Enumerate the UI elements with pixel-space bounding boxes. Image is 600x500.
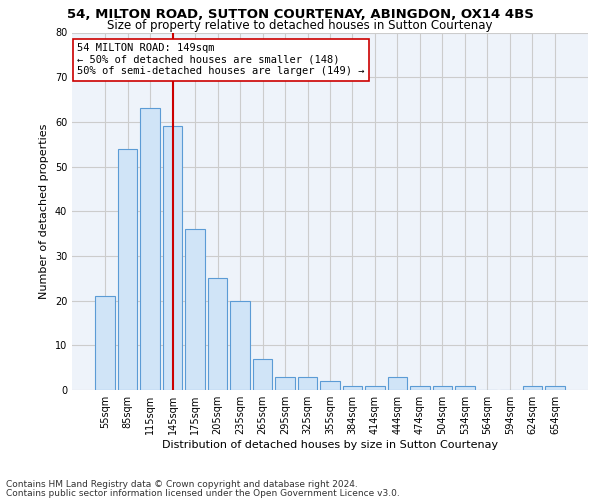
Bar [320,381,340,390]
Bar [388,376,407,390]
X-axis label: Distribution of detached houses by size in Sutton Courtenay: Distribution of detached houses by size … [162,440,498,450]
Bar [410,386,430,390]
Y-axis label: Number of detached properties: Number of detached properties [39,124,49,299]
Bar [275,376,295,390]
Text: 54, MILTON ROAD, SUTTON COURTENAY, ABINGDON, OX14 4BS: 54, MILTON ROAD, SUTTON COURTENAY, ABING… [67,8,533,20]
Bar [95,296,115,390]
Bar [185,229,205,390]
Bar [523,386,542,390]
Bar [298,376,317,390]
Bar [343,386,362,390]
Bar [140,108,160,390]
Bar [230,300,250,390]
Bar [253,358,272,390]
Text: 54 MILTON ROAD: 149sqm
← 50% of detached houses are smaller (148)
50% of semi-de: 54 MILTON ROAD: 149sqm ← 50% of detached… [77,43,365,76]
Text: Contains public sector information licensed under the Open Government Licence v3: Contains public sector information licen… [6,488,400,498]
Bar [208,278,227,390]
Text: Contains HM Land Registry data © Crown copyright and database right 2024.: Contains HM Land Registry data © Crown c… [6,480,358,489]
Bar [545,386,565,390]
Bar [365,386,385,390]
Text: Size of property relative to detached houses in Sutton Courtenay: Size of property relative to detached ho… [107,18,493,32]
Bar [118,148,137,390]
Bar [163,126,182,390]
Bar [433,386,452,390]
Bar [455,386,475,390]
